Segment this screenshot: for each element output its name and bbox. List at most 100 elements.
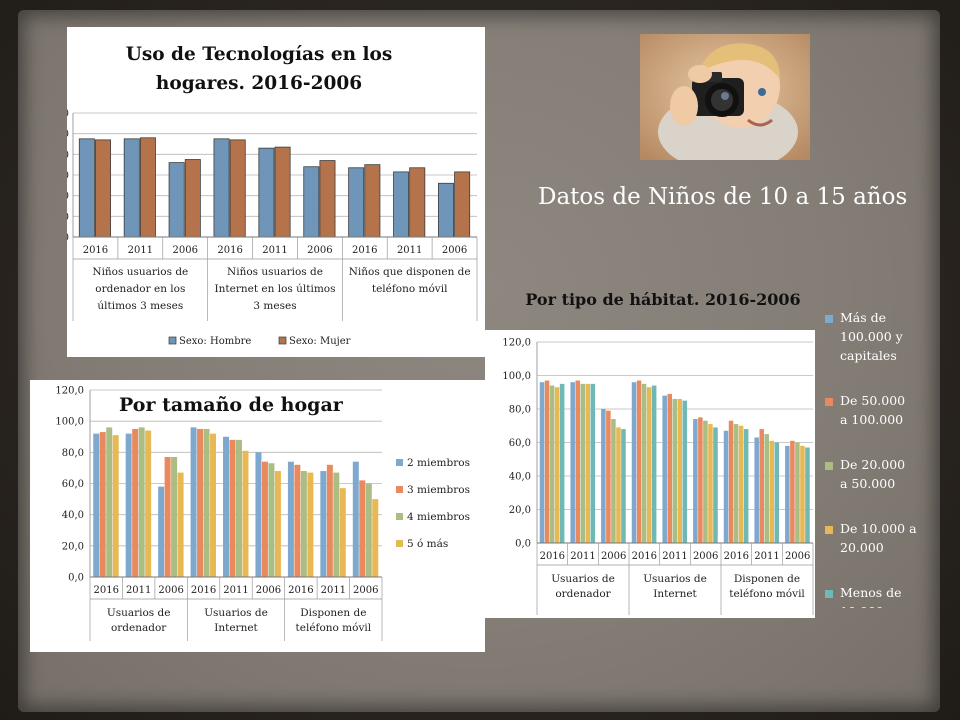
chart1-legend-swatch	[278, 336, 287, 345]
child-with-camera-photo	[640, 34, 810, 160]
chart2-bar	[300, 471, 307, 577]
chart3-bar	[764, 434, 770, 543]
chart1-legend-label: Sexo: Mujer	[289, 336, 351, 347]
chart3-legend-label: 100.000 y	[840, 329, 904, 344]
chart1-bar	[319, 160, 336, 238]
chart3-bar	[769, 440, 775, 543]
chart1-category-label: 2006	[172, 245, 197, 256]
chart2-legend-label: 5 ó más	[407, 538, 448, 550]
chart1-group-label: Niños que disponen de	[349, 266, 471, 278]
chart1-bar	[303, 166, 320, 238]
chart1-group-label: ordenador en los	[95, 283, 185, 295]
chart3-group-label: Internet	[653, 588, 697, 600]
chart2-bar	[99, 432, 106, 577]
chart3-bar	[559, 383, 565, 543]
chart3-bar	[800, 445, 805, 543]
chart3-bar	[554, 387, 560, 543]
chart1-bar	[139, 137, 156, 238]
chart3-bar	[621, 429, 626, 543]
chart3-ytick-label: 100,0	[502, 371, 531, 382]
chart2-category-label: 2016	[93, 585, 118, 596]
chart2-ytick-label: 100,0	[55, 417, 84, 428]
chart3-legend-label: capitales	[840, 348, 897, 363]
chart1-ytick-label: 40,0	[67, 191, 69, 202]
chart2-legend-item: 2 miembros	[396, 457, 470, 469]
chart2-bar	[106, 427, 113, 577]
chart1-legend-item: Sexo: Mujer	[278, 336, 351, 347]
chart2-ytick-label: 80,0	[62, 448, 84, 459]
chart3-panel: 0,0 20,0 40,0 60,0 80,0 100,0 120,0 2016 2011 200…	[485, 330, 815, 618]
chart3-group-label: teléfono móvil	[729, 588, 805, 600]
chart2-bar	[171, 457, 178, 577]
chart3-bar	[713, 427, 718, 543]
chart3-bar	[646, 387, 652, 543]
chart3-bar	[682, 400, 688, 543]
chart1-group-label: teléfono móvil	[372, 283, 448, 295]
chart3-category-label: 2016	[632, 551, 657, 562]
chart3-title-line: Por tipo de hábitat. 2016-2006	[525, 290, 800, 309]
chart2-bar	[138, 427, 145, 577]
chart3-bar	[795, 442, 800, 543]
chart1-category-label: 2016	[352, 245, 377, 256]
chart2-bar	[242, 450, 249, 577]
chart3-ytick-label: 40,0	[509, 472, 531, 483]
chart3-ytick-label: 20,0	[509, 505, 531, 516]
chart3-legend-label: a 50.000	[840, 476, 895, 491]
chart2-bar	[261, 461, 268, 577]
chart1-group-label: Niños usuarios de	[92, 266, 188, 278]
chart1-title-line: Uso de Tecnologías en los	[126, 44, 393, 65]
chart1-bar	[258, 147, 275, 238]
chart3-legend-item: De 20.000 a 50.000	[825, 457, 905, 491]
chart1-ytick-label: 120,0	[67, 109, 69, 120]
chart3-bar	[693, 419, 698, 543]
chart3-legend-swatch	[825, 590, 833, 598]
chart2-bar	[359, 480, 366, 577]
chart1-bar	[274, 146, 291, 238]
chart3-category-label: 2006	[785, 551, 810, 562]
chart1-category-label: 2011	[397, 245, 422, 256]
chart3-bar	[606, 410, 611, 543]
chart2-legend-swatch	[396, 513, 403, 520]
chart3-ytick-label: 80,0	[509, 405, 531, 416]
chart2-legend-item: 5 ó más	[396, 538, 448, 550]
chart2-bar	[372, 499, 379, 577]
chart3-bar	[570, 382, 575, 543]
chart2-bar	[93, 433, 100, 577]
chart1-group-label: Internet en los últimos	[215, 283, 336, 295]
chart2-bar	[294, 464, 301, 577]
chart1-bar	[123, 138, 140, 238]
chart3-bar	[754, 437, 759, 543]
chart2-bar	[287, 461, 294, 577]
chart1-ytick-label: 80,0	[67, 150, 69, 161]
chart2-legend-swatch	[396, 486, 403, 493]
chart1-bar	[454, 171, 471, 238]
chart1-bar	[437, 182, 454, 238]
chart3-bar	[785, 445, 790, 543]
chart3-bar	[580, 383, 586, 543]
chart2-bar	[274, 471, 281, 577]
chart3-category-label: 2011	[662, 551, 687, 562]
chart3-legend-label: 10.000	[840, 604, 884, 608]
chart1-legend-label: Sexo: Hombre	[179, 336, 251, 347]
chart1-bar	[95, 139, 112, 238]
chart2-category-label: 2011	[126, 585, 151, 596]
chart2-bar	[365, 483, 372, 577]
chart3-bar	[549, 385, 555, 543]
chart2-legend-swatch	[396, 540, 403, 547]
chart3-legend-label: De 10.000 a	[840, 521, 917, 536]
chart3-category-label: 2006	[693, 551, 718, 562]
chart1-group-label: últimos 3 meses	[97, 300, 183, 312]
chart3-bar	[774, 442, 780, 543]
chart1-group-label: Niños usuarios de	[227, 266, 323, 278]
chart2-title-line: Por tamaño de hogar	[119, 394, 344, 416]
chart2-legend-item: 4 miembros	[396, 511, 470, 523]
chart2-bar	[145, 430, 152, 577]
chart2-bar	[158, 486, 165, 577]
chart2-bar	[339, 488, 346, 577]
chart3-legend-swatch	[825, 462, 833, 470]
chart3-svg: 0,0 20,0 40,0 60,0 80,0 100,0 120,0 2016 2011 200…	[502, 338, 814, 615]
chart1-bar	[393, 171, 410, 238]
chart2-bar	[164, 457, 171, 577]
chart2-group-label: Internet	[214, 622, 258, 634]
